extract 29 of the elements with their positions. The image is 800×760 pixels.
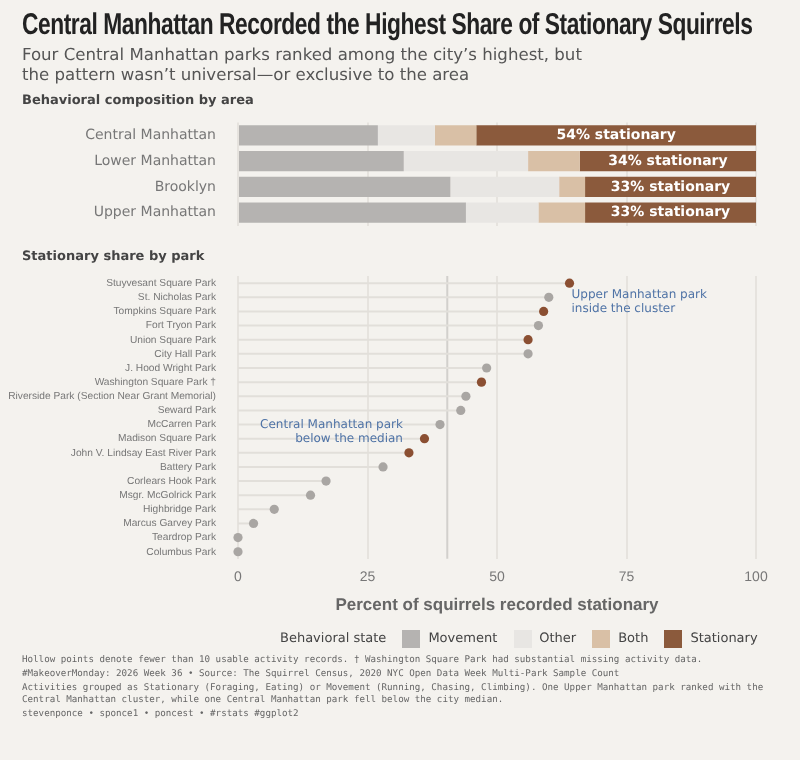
chart-subtitle: Four Central Manhattan parks ranked among the city’s highest, but the pattern wasn’t universal—or exclusive to the area	[22, 44, 584, 84]
point	[476, 377, 487, 387]
bar	[538, 202, 586, 223]
point	[482, 363, 492, 373]
point	[461, 391, 471, 401]
point	[456, 405, 466, 415]
point	[523, 335, 533, 345]
point	[404, 448, 414, 458]
point	[269, 504, 279, 514]
bar	[528, 151, 580, 172]
point	[248, 518, 259, 529]
bar	[239, 125, 378, 146]
point	[564, 278, 575, 288]
chart-title: Central Manhattan Recorded the Highest Share of Stationary Squirrels	[22, 8, 753, 42]
point	[533, 320, 544, 331]
x-axis-title: Percent of squirrels recorded stationary	[335, 594, 660, 615]
bar	[239, 151, 404, 172]
bar	[559, 176, 586, 197]
point	[305, 490, 316, 500]
point	[544, 292, 554, 302]
point	[539, 306, 549, 317]
bar	[239, 202, 466, 223]
point	[435, 419, 445, 430]
bar	[377, 125, 435, 146]
point	[419, 434, 430, 444]
bar	[434, 125, 477, 146]
point	[378, 462, 388, 472]
point	[523, 349, 533, 359]
point	[321, 476, 331, 486]
